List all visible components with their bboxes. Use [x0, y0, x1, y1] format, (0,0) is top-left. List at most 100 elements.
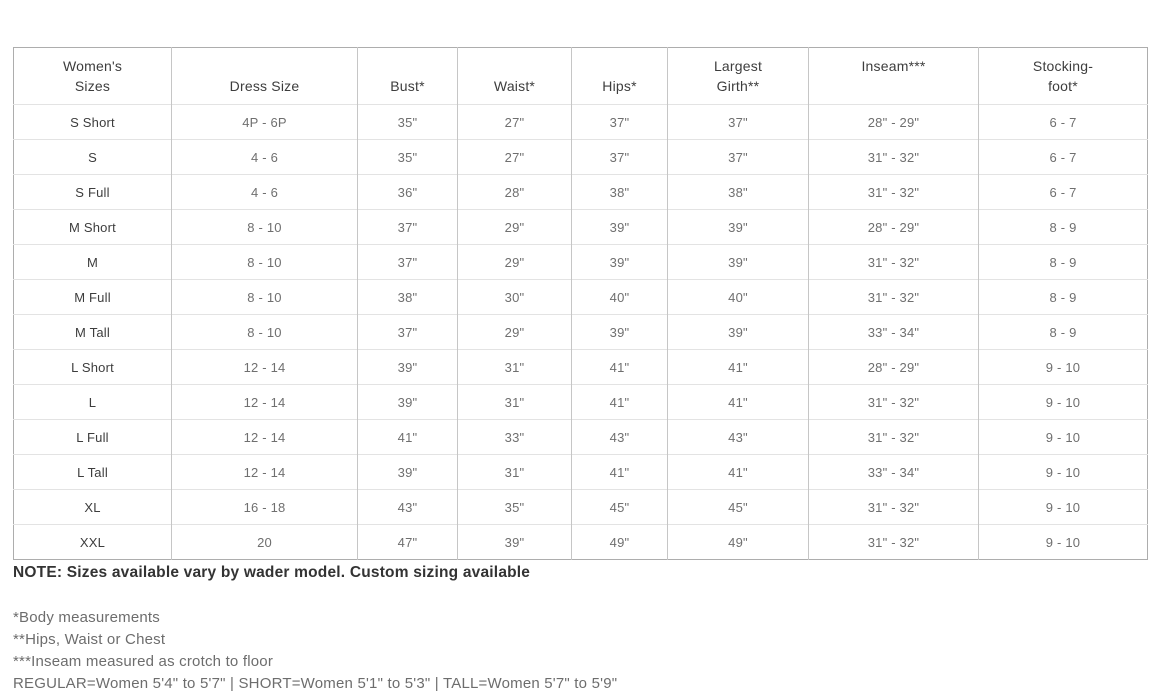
header-line	[572, 56, 667, 76]
cell-hips: 45"	[571, 489, 668, 525]
row-label: XL	[13, 489, 172, 525]
cell-largest-girth: 39"	[667, 314, 809, 350]
footnotes-block: *Body measurements **Hips, Waist or Ches…	[13, 607, 1147, 695]
header-line: Largest	[713, 58, 763, 74]
cell-inseam: 31" - 32"	[808, 174, 979, 210]
cell-stockingfoot: 9 - 10	[978, 349, 1148, 385]
cell-dress-size: 4 - 6	[171, 139, 358, 175]
header-line: Women's	[62, 58, 123, 74]
cell-hips: 39"	[571, 244, 668, 280]
row-label: L Tall	[13, 454, 172, 490]
row-label: L Short	[13, 349, 172, 385]
cell-hips: 39"	[571, 209, 668, 245]
cell-bust: 39"	[357, 454, 458, 490]
cell-bust: 39"	[357, 384, 458, 420]
cell-stockingfoot: 9 - 10	[978, 524, 1148, 560]
cell-dress-size: 4P - 6P	[171, 104, 358, 140]
cell-dress-size: 12 - 14	[171, 349, 358, 385]
table-row: L 12 - 14 39" 31" 41" 41" 31" - 32" 9 - …	[13, 384, 1148, 420]
cell-dress-size: 12 - 14	[171, 454, 358, 490]
cell-inseam: 31" - 32"	[808, 384, 979, 420]
header-line: Girth**	[716, 78, 760, 94]
cell-hips: 41"	[571, 384, 668, 420]
cell-inseam: 28" - 29"	[808, 209, 979, 245]
cell-waist: 28"	[457, 174, 572, 210]
table-row: M Full 8 - 10 38" 30" 40" 40" 31" - 32" …	[13, 279, 1148, 315]
cell-largest-girth: 45"	[667, 489, 809, 525]
size-note: NOTE: Sizes available vary by wader mode…	[13, 564, 531, 581]
cell-stockingfoot: 8 - 9	[978, 244, 1148, 280]
header-line: Inseam***	[861, 58, 926, 74]
cell-largest-girth: 43"	[667, 419, 809, 455]
header-line: Bust*	[390, 78, 425, 94]
column-header-waist: Waist*	[457, 47, 572, 105]
cell-bust: 41"	[357, 419, 458, 455]
cell-inseam: 31" - 32"	[808, 419, 979, 455]
table-row: S Full 4 - 6 36" 28" 38" 38" 31" - 32" 6…	[13, 174, 1148, 210]
footnote-hips-waist-chest: **Hips, Waist or Chest	[13, 631, 166, 648]
row-label: L	[13, 384, 172, 420]
cell-largest-girth: 37"	[667, 139, 809, 175]
cell-bust: 37"	[357, 209, 458, 245]
column-header-inseam: Inseam***	[808, 47, 979, 105]
table-row: M Tall 8 - 10 37" 29" 39" 39" 33" - 34" …	[13, 314, 1148, 350]
cell-waist: 29"	[457, 244, 572, 280]
header-line	[458, 56, 571, 76]
cell-hips: 39"	[571, 314, 668, 350]
header-line	[809, 76, 978, 96]
column-header-largest-girth: Largest Girth**	[667, 47, 809, 105]
header-line: Dress Size	[229, 78, 300, 94]
cell-waist: 29"	[457, 209, 572, 245]
row-label: XXL	[13, 524, 172, 560]
cell-bust: 38"	[357, 279, 458, 315]
row-label: M Tall	[13, 314, 172, 350]
cell-dress-size: 20	[171, 524, 358, 560]
cell-hips: 40"	[571, 279, 668, 315]
cell-hips: 41"	[571, 349, 668, 385]
footnote-height-ranges: REGULAR=Women 5'4" to 5'7" | SHORT=Women…	[13, 675, 618, 692]
table-row: L Short 12 - 14 39" 31" 41" 41" 28" - 29…	[13, 349, 1148, 385]
table-row: XXL 20 47" 39" 49" 49" 31" - 32" 9 - 10	[13, 524, 1148, 560]
cell-bust: 35"	[357, 139, 458, 175]
cell-inseam: 31" - 32"	[808, 524, 979, 560]
cell-bust: 47"	[357, 524, 458, 560]
cell-bust: 39"	[357, 349, 458, 385]
column-header-stockingfoot: Stocking- foot*	[978, 47, 1148, 105]
cell-largest-girth: 39"	[667, 244, 809, 280]
cell-stockingfoot: 9 - 10	[978, 419, 1148, 455]
cell-waist: 30"	[457, 279, 572, 315]
table-row: L Full 12 - 14 41" 33" 43" 43" 31" - 32"…	[13, 419, 1148, 455]
column-header-womens-sizes: Women's Sizes	[14, 48, 172, 105]
cell-dress-size: 8 - 10	[171, 314, 358, 350]
cell-stockingfoot: 8 - 9	[978, 209, 1148, 245]
row-label: S Full	[13, 174, 172, 210]
header-line: Waist*	[493, 78, 536, 94]
table-row: M Short 8 - 10 37" 29" 39" 39" 28" - 29"…	[13, 209, 1148, 245]
cell-dress-size: 8 - 10	[171, 279, 358, 315]
cell-waist: 27"	[457, 139, 572, 175]
table-row: M 8 - 10 37" 29" 39" 39" 31" - 32" 8 - 9	[13, 244, 1148, 280]
header-line: Stocking-	[1032, 58, 1094, 74]
cell-waist: 31"	[457, 349, 572, 385]
header-line	[358, 56, 457, 76]
cell-hips: 37"	[571, 139, 668, 175]
column-header-bust: Bust*	[357, 47, 458, 105]
cell-waist: 31"	[457, 454, 572, 490]
cell-dress-size: 4 - 6	[171, 174, 358, 210]
cell-stockingfoot: 8 - 9	[978, 314, 1148, 350]
cell-bust: 37"	[357, 244, 458, 280]
column-header-hips: Hips*	[571, 47, 668, 105]
cell-largest-girth: 41"	[667, 384, 809, 420]
cell-largest-girth: 40"	[667, 279, 809, 315]
footnote-inseam-measurement: ***Inseam measured as crotch to floor	[13, 653, 274, 670]
row-label: M Full	[13, 279, 172, 315]
cell-inseam: 31" - 32"	[808, 489, 979, 525]
cell-hips: 37"	[571, 104, 668, 140]
cell-inseam: 28" - 29"	[808, 349, 979, 385]
cell-inseam: 31" - 32"	[808, 244, 979, 280]
cell-largest-girth: 38"	[667, 174, 809, 210]
row-label: M Short	[13, 209, 172, 245]
cell-bust: 43"	[357, 489, 458, 525]
column-header-dress-size: Dress Size	[171, 47, 358, 105]
